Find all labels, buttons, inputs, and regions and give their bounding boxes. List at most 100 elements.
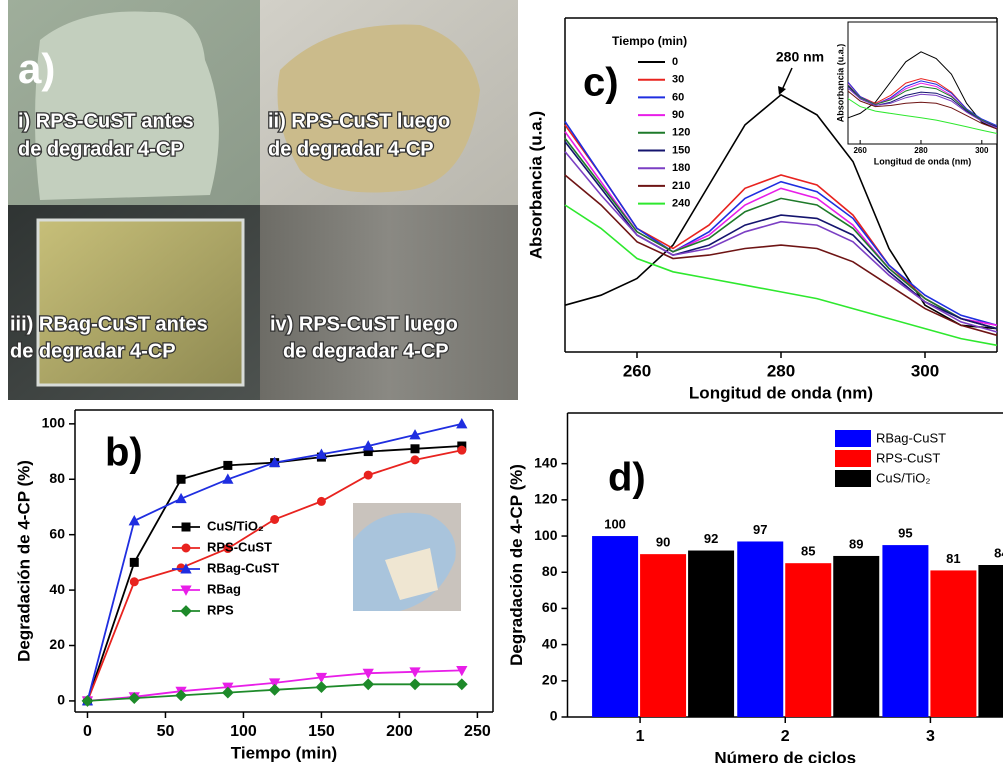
bar-value-label: 92 (704, 531, 718, 546)
legend-title: Tiempo (min) (612, 34, 687, 48)
legend-label: 120 (672, 127, 690, 139)
x-tick-label: 0 (83, 723, 92, 740)
series-line (564, 174, 998, 337)
bar-value-label: 89 (849, 536, 863, 551)
inset-line (848, 80, 997, 127)
bar (688, 550, 735, 717)
bar (737, 541, 784, 717)
marker (221, 686, 234, 699)
y-tick-label: 0 (550, 708, 558, 724)
x-tick-label: 50 (157, 723, 175, 740)
y-axis-label: Degradación de 4-CP (%) (507, 464, 526, 666)
legend-label: 240 (672, 198, 690, 210)
y-tick-label: 60 (49, 525, 65, 541)
annotation: 280 nm (776, 49, 824, 65)
legend-label: 180 (672, 162, 690, 174)
series-line (564, 121, 998, 327)
x-tick-label: 260 (623, 361, 651, 380)
inset-x-tick-label: 280 (914, 146, 928, 155)
legend-label: CuS/TiO₂ (207, 518, 264, 533)
inset-line (848, 87, 997, 129)
legend-swatch (835, 430, 871, 447)
x-tick-label: 150 (308, 723, 335, 740)
panel-label: a) (18, 45, 55, 92)
sample (385, 548, 438, 600)
inset-line (848, 51, 997, 130)
bar-value-label: 84 (994, 545, 1003, 560)
annotation-arrow (781, 67, 793, 91)
sample (36, 218, 245, 387)
caption: iii) RBag-CuST antes (10, 313, 208, 335)
y-tick-label: 80 (49, 470, 65, 486)
y-tick-label: 140 (534, 454, 558, 470)
marker (175, 492, 187, 504)
inset-x-tick-label: 260 (853, 146, 867, 155)
sample (35, 11, 219, 200)
sample (277, 24, 480, 193)
marker (363, 470, 373, 480)
inset-photo (353, 503, 461, 611)
caption: de degradar 4-CP (18, 138, 184, 160)
y-tick-label: 60 (542, 599, 558, 615)
y-tick-label: 120 (534, 491, 558, 507)
marker (268, 683, 281, 696)
marker (315, 672, 328, 684)
marker (316, 496, 326, 506)
bar (592, 536, 639, 717)
marker (129, 557, 139, 567)
legend-label: 90 (672, 109, 684, 121)
marker (457, 445, 467, 455)
bar (882, 545, 929, 717)
panel-label: d) (608, 456, 646, 500)
legend-swatch (835, 470, 871, 487)
bar-value-label: 100 (604, 516, 626, 531)
photo-panel: a) i) RPS-CuST antes de degradar 4-CP ii… (8, 0, 518, 400)
marker (128, 514, 140, 526)
y-tick-label: 40 (49, 581, 65, 597)
marker (81, 695, 94, 707)
series-line (564, 93, 998, 330)
x-tick-label: 200 (386, 723, 413, 740)
x-axis-label: Tiempo (min) (231, 743, 337, 762)
marker (176, 474, 186, 484)
y-axis-label: Degradación de 4-CP (%) (14, 460, 33, 662)
series-line (564, 137, 998, 330)
bar-value-label: 97 (753, 522, 767, 537)
inset-plot (848, 51, 997, 135)
legend-label: 60 (672, 91, 684, 103)
caption: de degradar 4-CP (283, 340, 449, 362)
x-tick-label: 2 (781, 728, 790, 745)
bar-value-label: 90 (656, 535, 670, 550)
inset-x-tick-label: 300 (975, 146, 989, 155)
y-tick-label: 40 (542, 635, 558, 651)
inset-x-label: Longitud de onda (nm) (874, 156, 971, 166)
legend-marker (180, 605, 192, 617)
bar (640, 554, 687, 717)
legend-marker (181, 522, 191, 532)
legend-label: RBag-CuST (207, 560, 279, 575)
y-tick-label: 80 (542, 563, 558, 579)
bar (978, 565, 1003, 717)
marker (455, 678, 468, 691)
legend-marker (180, 563, 192, 574)
bar (785, 563, 832, 717)
x-tick-label: 280 (767, 361, 795, 380)
marker (268, 678, 281, 689)
caption: i) RPS-CuST antes (18, 110, 194, 132)
bar-value-label: 85 (801, 544, 815, 559)
inset-line (848, 97, 997, 135)
legend-label: RBag (207, 581, 241, 596)
panel-label: b) (105, 431, 143, 475)
y-tick-label: 100 (42, 415, 66, 431)
marker (222, 473, 234, 484)
x-tick-label: 250 (464, 723, 491, 740)
x-tick-label: 300 (911, 361, 939, 380)
marker (128, 692, 141, 705)
legend-label: CuS/TiO₂ (876, 470, 930, 485)
photo (260, 205, 518, 400)
series-line (564, 204, 998, 347)
x-tick-label: 1 (636, 728, 645, 745)
legend-label: 0 (672, 56, 678, 68)
